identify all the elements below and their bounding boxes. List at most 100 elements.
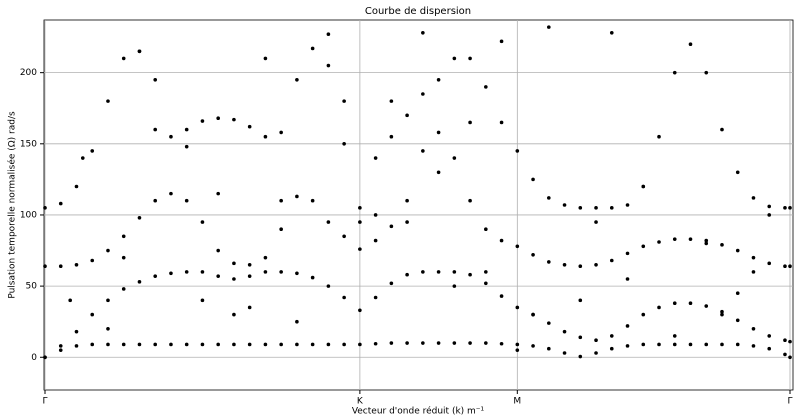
point xyxy=(436,270,441,274)
point xyxy=(74,262,79,267)
point xyxy=(641,342,646,347)
point xyxy=(562,262,567,267)
point xyxy=(326,63,331,68)
point xyxy=(452,56,457,61)
point xyxy=(704,342,709,347)
point xyxy=(515,149,520,153)
point xyxy=(358,206,362,210)
point xyxy=(137,216,142,220)
point xyxy=(326,220,331,224)
point xyxy=(672,342,677,347)
point xyxy=(688,301,693,305)
point xyxy=(58,201,63,206)
point xyxy=(295,319,299,324)
x-axis-label: Vecteur d'onde réduit (k) m⁻¹ xyxy=(352,406,485,417)
point xyxy=(452,341,457,345)
point xyxy=(169,134,173,139)
y-tick-label: 200 xyxy=(20,68,37,78)
point xyxy=(452,284,457,288)
point xyxy=(625,344,630,348)
point xyxy=(121,255,126,260)
point xyxy=(137,342,142,347)
point xyxy=(279,342,283,347)
point xyxy=(200,220,205,224)
point xyxy=(263,255,268,260)
point xyxy=(468,56,472,61)
point xyxy=(484,85,488,89)
point xyxy=(767,204,772,209)
point xyxy=(389,281,394,286)
point xyxy=(153,274,158,278)
x-tick-label: Γ xyxy=(42,397,47,407)
point xyxy=(232,342,236,347)
point xyxy=(594,206,598,210)
point xyxy=(405,272,409,277)
point xyxy=(767,334,772,338)
point xyxy=(720,309,724,314)
point xyxy=(688,342,693,347)
point xyxy=(342,342,346,347)
point xyxy=(310,198,315,203)
point xyxy=(121,342,126,347)
point xyxy=(499,238,504,243)
point xyxy=(106,248,110,253)
point xyxy=(247,124,252,129)
point xyxy=(263,342,268,347)
point xyxy=(499,341,504,346)
point xyxy=(263,56,268,61)
point xyxy=(515,244,520,249)
point xyxy=(421,341,425,345)
x-tick-label: M xyxy=(513,397,521,407)
point xyxy=(484,227,488,231)
point xyxy=(436,77,441,82)
point xyxy=(295,342,299,347)
point xyxy=(389,134,394,139)
point xyxy=(184,127,189,132)
point xyxy=(468,198,472,203)
point xyxy=(247,305,252,310)
point xyxy=(515,305,520,310)
point xyxy=(153,127,158,132)
point xyxy=(609,31,614,35)
point xyxy=(421,31,425,35)
point xyxy=(484,270,488,274)
point xyxy=(43,264,47,268)
point xyxy=(468,341,472,345)
point xyxy=(90,342,95,347)
point xyxy=(751,327,756,331)
point xyxy=(783,206,787,210)
y-tick-label: 150 xyxy=(20,139,37,149)
point xyxy=(389,341,394,345)
point xyxy=(389,224,394,229)
point xyxy=(547,346,551,351)
point xyxy=(200,270,205,274)
point xyxy=(216,116,220,120)
point xyxy=(389,99,394,103)
point xyxy=(735,318,740,323)
point xyxy=(373,238,378,243)
point xyxy=(767,213,772,217)
point xyxy=(767,346,772,351)
point xyxy=(499,120,504,125)
point xyxy=(531,312,535,317)
point xyxy=(625,203,630,207)
point xyxy=(247,342,252,347)
point xyxy=(295,77,299,82)
point xyxy=(751,270,756,274)
point xyxy=(405,341,409,345)
point xyxy=(373,341,378,346)
point xyxy=(184,144,189,149)
point xyxy=(688,237,693,241)
point xyxy=(90,149,95,153)
point xyxy=(641,312,646,317)
point xyxy=(121,56,126,61)
chart-title: Courbe de dispersion xyxy=(365,6,471,17)
point xyxy=(58,264,63,268)
point xyxy=(137,49,142,54)
point xyxy=(373,156,378,160)
point xyxy=(783,338,787,342)
point xyxy=(625,324,630,328)
point xyxy=(641,244,646,249)
point xyxy=(169,191,173,196)
point xyxy=(468,272,472,277)
